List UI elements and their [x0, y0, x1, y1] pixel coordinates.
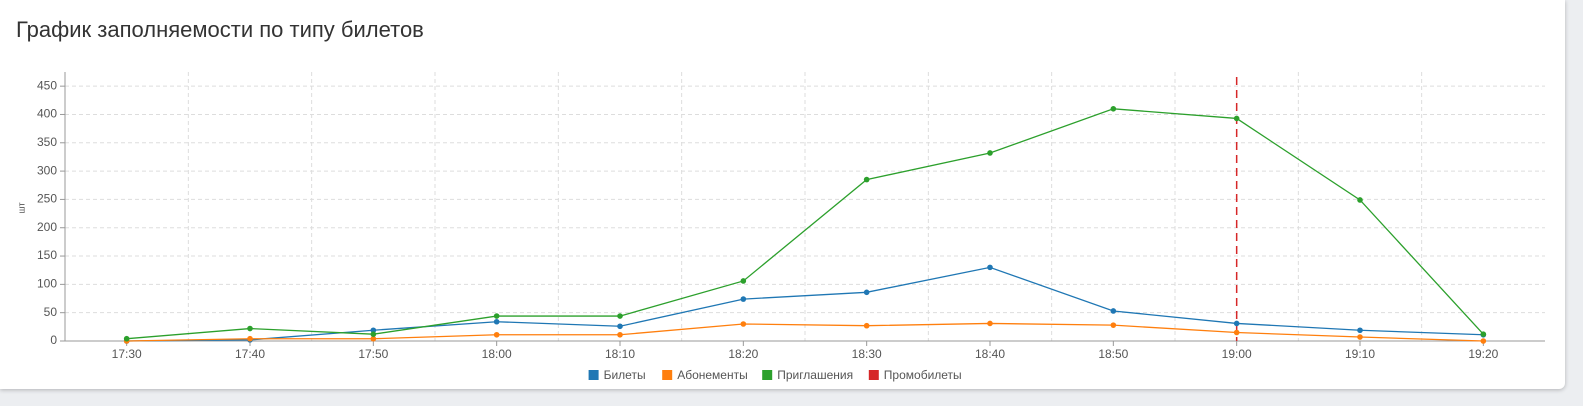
x-tick-label: 18:10: [605, 347, 635, 361]
series-line: [126, 108, 1484, 340]
data-point: [1233, 320, 1240, 327]
y-tick-label: 300: [37, 163, 57, 177]
data-point: [1110, 308, 1117, 314]
data-point: [1357, 334, 1363, 340]
data-point: [617, 331, 623, 338]
data-point: [1233, 115, 1240, 122]
x-tick-label: 17:30: [112, 347, 142, 361]
data-point: [863, 176, 870, 183]
data-point: [247, 325, 253, 332]
x-tick-label: 17:50: [358, 347, 388, 361]
series-line: [126, 266, 1484, 342]
data-point: [493, 331, 500, 338]
x-tick-label: 18:40: [975, 347, 1005, 361]
y-tick-label: 150: [37, 248, 57, 262]
legend-swatch: [662, 370, 673, 380]
data-point: [493, 313, 500, 319]
x-tick-label: 19:00: [1222, 347, 1252, 361]
x-tick-label: 18:50: [1098, 347, 1128, 361]
y-tick-label: 100: [37, 277, 57, 291]
x-tick-label: 19:10: [1345, 347, 1375, 361]
x-tick-label: 18:20: [728, 347, 758, 361]
data-point: [863, 289, 870, 296]
chart-title: График заполняемости по типу билетов: [16, 17, 424, 42]
data-point: [1110, 106, 1117, 112]
y-tick-label: 350: [37, 135, 57, 149]
y-tick-label: 250: [37, 192, 57, 206]
data-point: [863, 322, 870, 329]
data-point: [987, 150, 993, 156]
data-point: [1233, 329, 1240, 336]
data-point: [617, 313, 623, 319]
x-tick-label: 19:20: [1468, 347, 1498, 361]
legend-label: Абонементы: [677, 368, 748, 382]
data-point: [1480, 338, 1487, 344]
data-point: [740, 296, 747, 302]
x-tick-label: 17:40: [235, 347, 265, 361]
chart: График заполняемости по типу билетов шт …: [16, 17, 1545, 382]
data-point: [370, 335, 377, 342]
data-point: [370, 331, 377, 338]
legend-swatch: [868, 370, 879, 380]
y-tick-label: 400: [37, 107, 57, 121]
x-tick-label: 18:00: [482, 347, 512, 361]
legend-label: Приглашения: [777, 368, 853, 382]
data-point: [1110, 322, 1117, 328]
data-point: [1480, 331, 1487, 338]
y-tick-label: 450: [37, 78, 57, 92]
data-point: [123, 335, 130, 342]
y-tick-label: 200: [37, 220, 57, 234]
x-tick-label: 18:30: [852, 347, 882, 361]
data-point: [1357, 327, 1363, 334]
legend-label: Промобилеты: [884, 368, 962, 382]
data-point: [987, 320, 993, 327]
data-point: [987, 264, 993, 271]
legend-swatch: [588, 370, 599, 380]
data-point: [370, 327, 377, 334]
y-axis-label: шт: [16, 202, 26, 213]
data-point: [617, 323, 623, 330]
series-line: [126, 322, 1484, 342]
data-point: [1357, 197, 1363, 203]
legend-label: Билеты: [604, 368, 646, 382]
data-point: [493, 318, 500, 325]
y-tick-label: 0: [50, 333, 57, 347]
data-point: [247, 335, 253, 342]
legend-swatch: [762, 370, 773, 380]
data-point: [740, 278, 747, 284]
data-point: [740, 321, 747, 327]
y-tick-label: 50: [44, 305, 58, 319]
